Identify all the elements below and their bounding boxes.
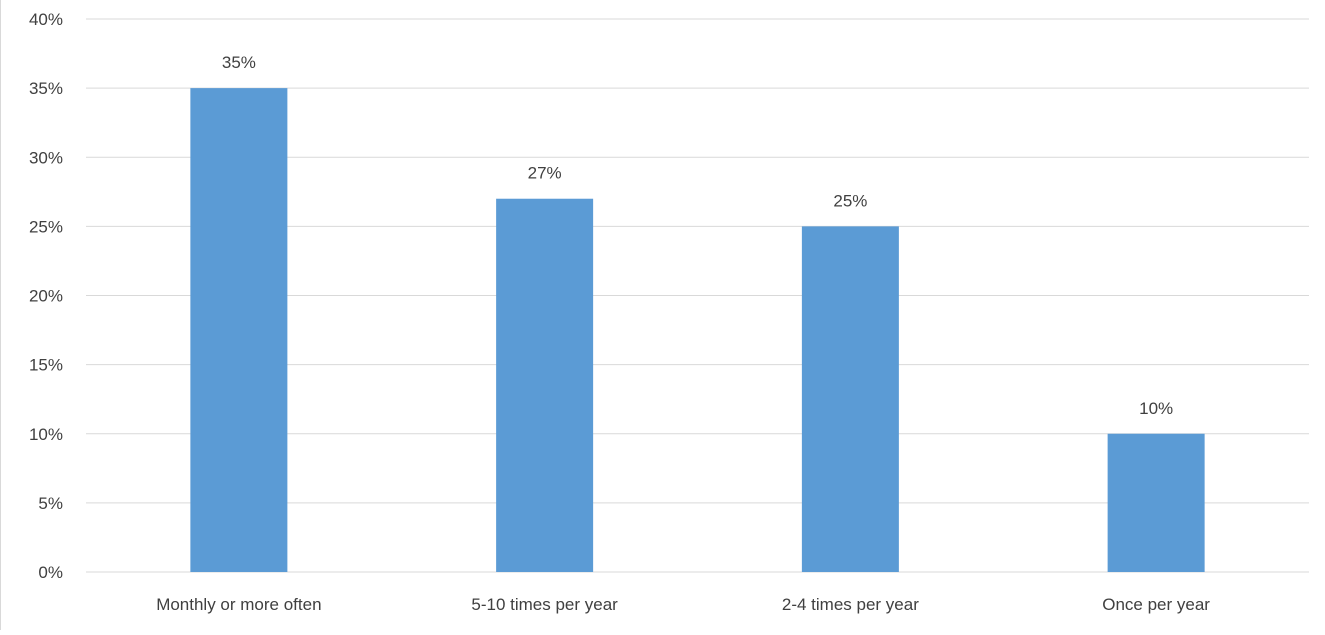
y-tick-label: 15% <box>29 356 63 375</box>
data-label: 27% <box>528 164 562 183</box>
x-category-label: Monthly or more often <box>156 595 321 614</box>
bar <box>1107 433 1205 572</box>
y-tick-label: 5% <box>38 494 63 513</box>
x-category-label: Once per year <box>1102 595 1210 614</box>
data-label: 35% <box>222 53 256 72</box>
y-tick-label: 35% <box>29 79 63 98</box>
data-labels: 35% 27% 25% 10% <box>222 53 1173 418</box>
gridlines <box>86 18 1309 573</box>
bar <box>496 198 594 572</box>
y-tick-label: 0% <box>38 563 63 582</box>
x-axis-category-labels: Monthly or more often 5-10 times per year… <box>156 595 1210 614</box>
bar <box>190 88 288 572</box>
y-tick-label: 40% <box>29 10 63 29</box>
bars <box>190 88 1205 572</box>
data-label: 25% <box>833 191 867 210</box>
y-tick-label: 20% <box>29 287 63 306</box>
y-axis-tick-labels: 0% 5% 10% 15% 20% 25% 30% 35% 40% <box>29 10 63 582</box>
y-tick-label: 25% <box>29 217 63 236</box>
y-tick-label: 10% <box>29 425 63 444</box>
x-category-label: 2-4 times per year <box>782 595 919 614</box>
y-tick-label: 30% <box>29 148 63 167</box>
bar <box>801 226 899 572</box>
data-label: 10% <box>1139 399 1173 418</box>
x-category-label: 5-10 times per year <box>471 595 618 614</box>
